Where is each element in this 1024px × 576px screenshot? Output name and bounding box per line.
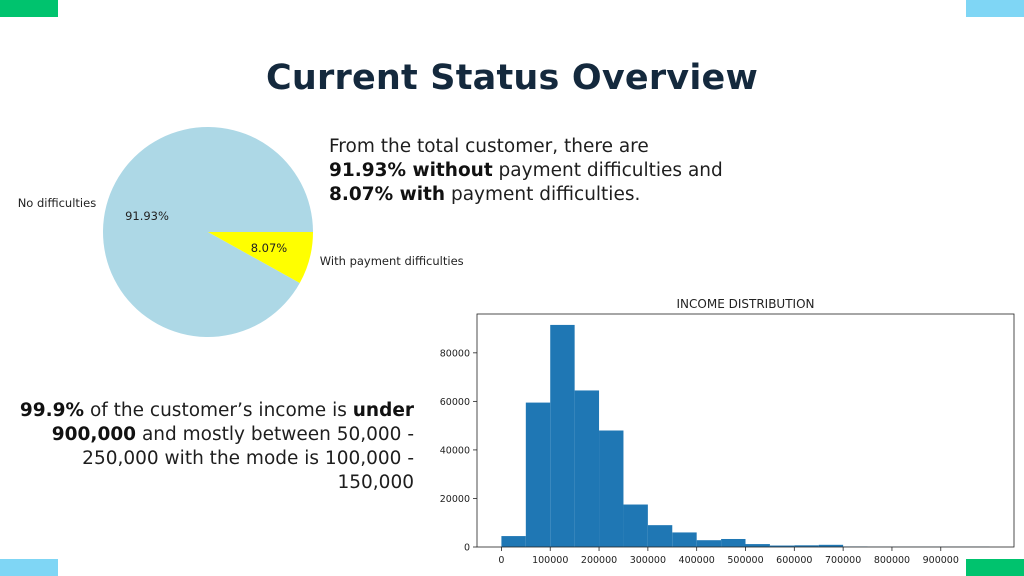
- y-tick-label: 0: [464, 543, 470, 554]
- pie-slice-label: With payment difficulties: [320, 254, 464, 268]
- pie-slice-label: No difficulties: [18, 196, 96, 210]
- histogram-bar: [623, 504, 648, 547]
- payment-difficulty-pie-chart: 91.93% No difficulties 8.07% With payment d…: [18, 126, 464, 337]
- x-tick-label: 500000: [727, 555, 763, 566]
- income-summary-text: 99.9% of the customer’s income is under …: [10, 399, 414, 495]
- income-summary-percent-bold: 99.9%: [19, 400, 85, 421]
- x-tick-label: 400000: [679, 555, 715, 566]
- y-tick-label: 80000: [440, 348, 470, 359]
- y-tick-label: 40000: [440, 445, 470, 456]
- histogram-title: INCOME DISTRIBUTION: [677, 297, 815, 311]
- pie-percent-label: 8.07%: [251, 241, 288, 255]
- x-tick-label: 200000: [581, 555, 617, 566]
- histogram-bar: [721, 538, 746, 547]
- histogram-bar: [647, 525, 673, 547]
- histogram-bar: [818, 544, 844, 547]
- corner-accent-bottom-left: [0, 559, 58, 576]
- histogram-bar: [769, 545, 795, 547]
- y-tick-label: 20000: [440, 494, 470, 505]
- histogram-bar: [501, 536, 526, 547]
- histogram-bar: [599, 430, 624, 547]
- payment-summary-without-bold: 91.93% without: [329, 160, 493, 181]
- y-tick-label: 60000: [440, 397, 470, 408]
- income-summary-part4: and mostly between 50,000 - 250,000 with…: [82, 424, 414, 493]
- payment-summary-line3-rest: payment difficulties.: [445, 184, 641, 205]
- x-tick-label: 0: [498, 555, 504, 566]
- pie-slice: [103, 126, 313, 337]
- histogram-bar: [550, 324, 575, 547]
- x-tick-label: 100000: [532, 555, 568, 566]
- slide-title: Current Status Overview: [266, 58, 758, 98]
- income-summary-part2: of the customer’s income is: [84, 400, 353, 421]
- income-summary-under-bold: under 900,000: [51, 400, 414, 445]
- x-tick-label: 800000: [874, 555, 910, 566]
- pie-slice: [208, 232, 313, 283]
- corner-accent-top-right: [966, 0, 1024, 17]
- x-tick-label: 600000: [776, 555, 812, 566]
- histogram-bar: [672, 532, 697, 547]
- x-tick-label: 300000: [630, 555, 666, 566]
- payment-summary-text: From the total customer, there are 91.93…: [329, 135, 749, 207]
- x-tick-label: 900000: [923, 555, 959, 566]
- x-tick-label: 700000: [825, 555, 861, 566]
- corner-accent-top-left: [0, 0, 58, 17]
- histogram-bar: [696, 540, 722, 547]
- pie-percent-label: 91.93%: [125, 209, 169, 223]
- histogram-bar: [574, 390, 600, 547]
- histogram-bar: [525, 402, 551, 547]
- corner-accent-bottom-right: [966, 559, 1024, 576]
- payment-summary-line2-rest: payment difficulties and: [492, 160, 723, 181]
- histogram-bar: [794, 545, 819, 547]
- payment-summary-line1: From the total customer, there are: [329, 136, 649, 157]
- payment-summary-with-bold: 8.07% with: [329, 184, 446, 205]
- histogram-bar: [745, 544, 770, 547]
